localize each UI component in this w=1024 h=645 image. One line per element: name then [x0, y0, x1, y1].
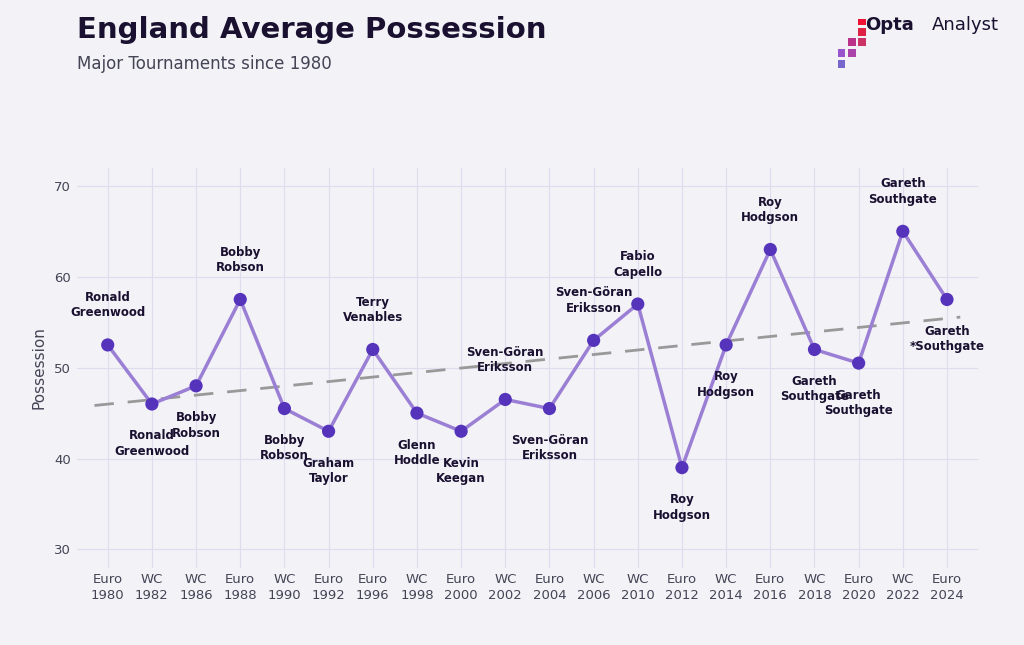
Text: Ronald
Greenwood: Ronald Greenwood: [115, 430, 189, 458]
Point: [409, 408, 425, 418]
Text: Roy
Hodgson: Roy Hodgson: [741, 195, 800, 224]
Text: England Average Possession: England Average Possession: [77, 16, 546, 44]
Text: Glenn
Hoddle: Glenn Hoddle: [393, 439, 440, 467]
Text: Gareth
Southgate: Gareth Southgate: [824, 388, 893, 417]
Bar: [858, 38, 865, 46]
Bar: [858, 28, 865, 35]
Text: Bobby
Robson: Bobby Robson: [216, 246, 264, 274]
Text: Terry
Venables: Terry Venables: [343, 295, 402, 324]
Text: Fabio
Capello: Fabio Capello: [613, 250, 663, 279]
Point: [99, 340, 116, 350]
Text: Major Tournaments since 1980: Major Tournaments since 1980: [77, 55, 332, 73]
Point: [939, 294, 955, 304]
Point: [497, 394, 513, 404]
Text: Gareth
Southgate: Gareth Southgate: [868, 177, 937, 206]
Point: [276, 403, 293, 413]
Point: [453, 426, 469, 437]
Point: [851, 358, 867, 368]
Point: [806, 344, 822, 355]
Text: Opta: Opta: [864, 16, 913, 34]
Point: [630, 299, 646, 309]
Y-axis label: Possession: Possession: [31, 326, 46, 409]
Text: Sven-Göran
Eriksson: Sven-Göran Eriksson: [555, 286, 632, 315]
Bar: [838, 59, 846, 68]
Bar: [858, 17, 865, 25]
Text: Analyst: Analyst: [932, 16, 998, 34]
Bar: [838, 49, 846, 57]
Point: [762, 244, 778, 255]
Text: Bobby
Robson: Bobby Robson: [172, 412, 220, 440]
Bar: [848, 38, 856, 46]
Text: Ronald
Greenwood: Ronald Greenwood: [70, 291, 145, 319]
Text: Roy
Hodgson: Roy Hodgson: [697, 370, 755, 399]
Point: [718, 340, 734, 350]
Point: [232, 294, 249, 304]
Text: Gareth
*Southgate: Gareth *Southgate: [909, 325, 984, 353]
Bar: [848, 49, 856, 57]
Point: [187, 381, 204, 391]
Point: [321, 426, 337, 437]
Text: Gareth
Southgate: Gareth Southgate: [780, 375, 849, 403]
Point: [586, 335, 602, 346]
Point: [895, 226, 911, 237]
Text: Roy
Hodgson: Roy Hodgson: [653, 493, 711, 522]
Point: [542, 403, 558, 413]
Text: Graham
Taylor: Graham Taylor: [302, 457, 354, 485]
Point: [674, 462, 690, 473]
Text: Kevin
Keegan: Kevin Keegan: [436, 457, 486, 485]
Text: Bobby
Robson: Bobby Robson: [260, 434, 309, 462]
Text: Sven-Göran
Eriksson: Sven-Göran Eriksson: [467, 346, 544, 374]
Point: [143, 399, 160, 409]
Text: Sven-Göran
Eriksson: Sven-Göran Eriksson: [511, 434, 588, 462]
Point: [365, 344, 381, 355]
